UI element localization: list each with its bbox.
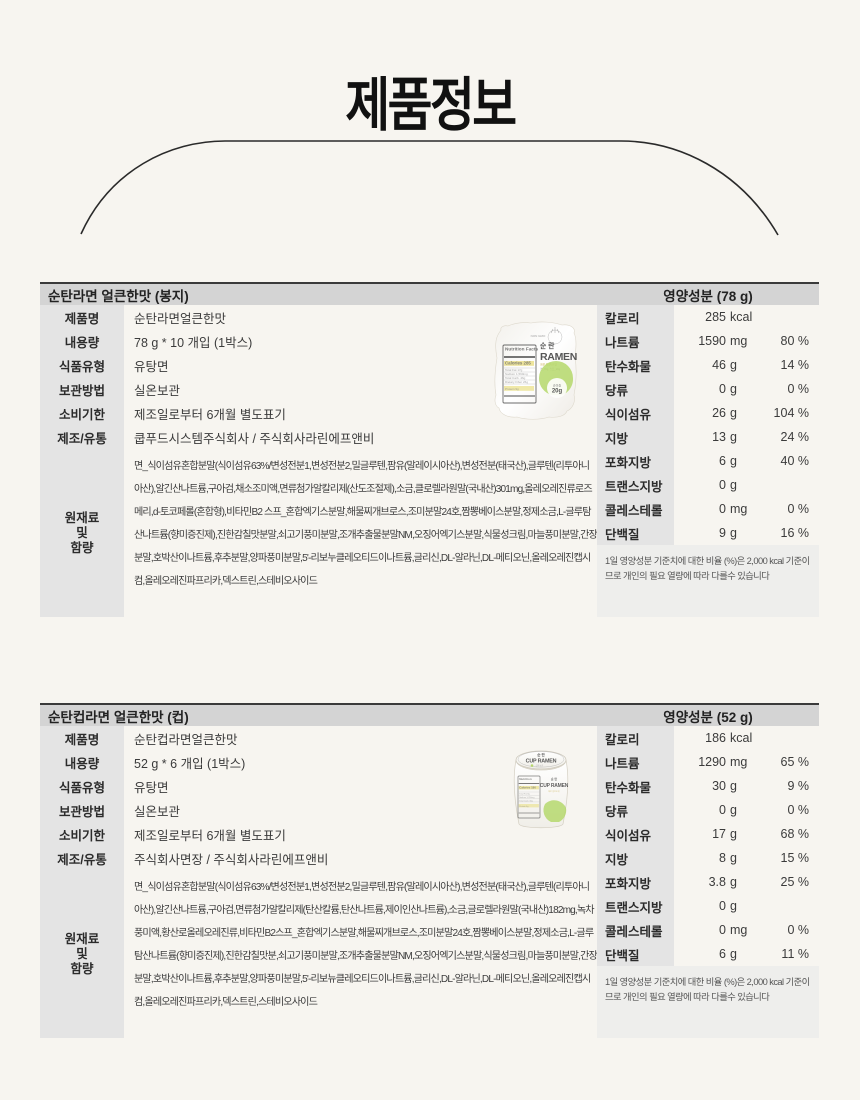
svg-text:Protein 6g: Protein 6g	[519, 805, 528, 808]
svg-text:순미중: 순미중	[553, 383, 562, 388]
svg-text:순 란: 순 란	[537, 752, 545, 757]
svg-text:순 란: 순 란	[551, 776, 558, 781]
svg-text:20g: 20g	[552, 389, 563, 395]
svg-text:NON GMO: NON GMO	[531, 334, 546, 338]
svg-text:Total Fat 8g: Total Fat 8g	[519, 793, 529, 796]
svg-text:Total Carb. 30g: Total Carb. 30g	[519, 799, 533, 802]
svg-text:Sodium 1,290mg: Sodium 1,290mg	[519, 797, 534, 799]
svg-text:Nutrition Facts: Nutrition Facts	[505, 347, 538, 352]
svg-text:Protein 9g: Protein 9g	[505, 387, 519, 391]
svg-text:CUP RAMEN: CUP RAMEN	[540, 783, 569, 789]
svg-text:Calories 285: Calories 285	[505, 361, 531, 366]
svg-text:Dietary Fiber 26g: Dietary Fiber 26g	[505, 380, 528, 384]
svg-text:순 란: 순 란	[540, 341, 555, 350]
svg-text:Calories 186: Calories 186	[519, 786, 536, 790]
svg-text:Nutrition: Nutrition	[519, 777, 532, 781]
svg-text:CUP RAMEN: CUP RAMEN	[526, 758, 557, 764]
